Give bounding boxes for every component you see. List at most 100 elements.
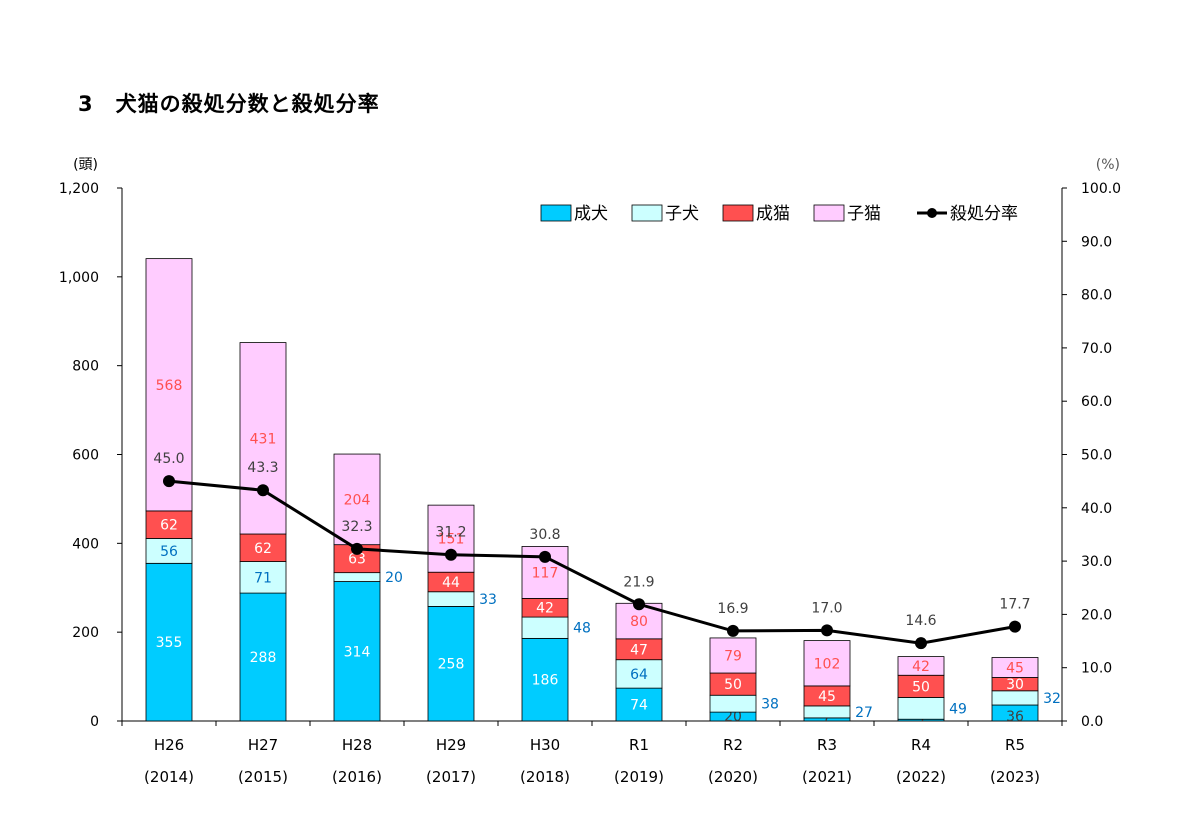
right-axis-unit: (%) bbox=[1096, 157, 1120, 173]
bar-data-label: 45 bbox=[1006, 660, 1024, 676]
right-tick-label: 20.0 bbox=[1081, 607, 1112, 623]
right-tick-label: 40.0 bbox=[1081, 501, 1112, 517]
x-tick-sublabel: (2023) bbox=[990, 768, 1040, 786]
bar-data-label: 42 bbox=[912, 659, 930, 675]
legend-label: 成犬 bbox=[574, 204, 608, 224]
rate-data-label: 30.8 bbox=[529, 527, 560, 543]
rate-point bbox=[727, 624, 739, 637]
bar-segment bbox=[239, 533, 287, 562]
bar-data-label: 50 bbox=[724, 677, 742, 693]
left-tick-label: 400 bbox=[72, 536, 99, 552]
right-tick-label: 30.0 bbox=[1081, 554, 1112, 570]
rate-point bbox=[821, 624, 833, 637]
rate-data-label: 17.0 bbox=[811, 600, 842, 616]
bar-segment bbox=[521, 616, 569, 639]
x-tick-label: R2 bbox=[723, 736, 743, 754]
bar-data-label: 568 bbox=[156, 378, 183, 394]
x-tick-sublabel: (2020) bbox=[708, 768, 758, 786]
bar-data-label: 71 bbox=[254, 570, 272, 586]
x-tick-label: R4 bbox=[911, 736, 931, 754]
right-tick-label: 80.0 bbox=[1081, 288, 1112, 304]
bar-segment bbox=[709, 694, 757, 713]
x-tick-sublabel: (2022) bbox=[896, 768, 946, 786]
x-tick-sublabel: (2014) bbox=[144, 768, 194, 786]
left-axis-unit: (頭) bbox=[73, 157, 98, 173]
rate-point bbox=[1009, 620, 1021, 633]
left-tick-label: 200 bbox=[72, 625, 99, 641]
left-tick-label: 1,000 bbox=[59, 270, 99, 286]
bar-segment bbox=[145, 562, 193, 722]
left-tick-label: 0 bbox=[90, 714, 99, 730]
rate-data-label: 16.9 bbox=[717, 601, 748, 617]
right-tick-label: 0.0 bbox=[1081, 714, 1103, 730]
bar-data-label: 80 bbox=[630, 614, 648, 630]
bar-data-label: 30 bbox=[1006, 677, 1024, 693]
x-tick-label: R1 bbox=[629, 736, 649, 754]
legend-label: 子犬 bbox=[665, 204, 699, 224]
right-tick-label: 70.0 bbox=[1081, 341, 1112, 357]
right-tick-label: 50.0 bbox=[1081, 448, 1112, 464]
bar-segment bbox=[897, 697, 945, 720]
bar-data-label: 64 bbox=[630, 667, 648, 683]
bar-segment bbox=[333, 581, 381, 722]
bar-data-label: 314 bbox=[344, 644, 371, 660]
bar-segment bbox=[803, 705, 851, 719]
bar-data-label: 42 bbox=[536, 601, 554, 617]
rate-point bbox=[351, 542, 363, 555]
bar-segment bbox=[239, 561, 287, 594]
left-tick-label: 1,200 bbox=[59, 181, 99, 197]
bar-data-label: 79 bbox=[724, 648, 742, 664]
bar-data-label: 117 bbox=[532, 565, 559, 581]
bar-data-label: 62 bbox=[254, 541, 272, 557]
bar-data-label: 204 bbox=[344, 492, 371, 508]
bar-data-label: 47 bbox=[630, 642, 648, 658]
rate-point bbox=[257, 484, 269, 497]
x-tick-sublabel: (2021) bbox=[802, 768, 852, 786]
bar-data-label: 258 bbox=[438, 657, 465, 673]
bar-data-label: 49 bbox=[949, 701, 967, 717]
bar-data-label: 32 bbox=[1043, 691, 1061, 707]
legend-swatch bbox=[540, 204, 572, 222]
bar-segment bbox=[709, 637, 757, 674]
bar-segment bbox=[803, 640, 851, 687]
legend-label: 子猫 bbox=[847, 204, 881, 224]
legend-label: 成猫 bbox=[756, 204, 790, 224]
x-tick-label: R5 bbox=[1005, 736, 1025, 754]
bar-data-label: 186 bbox=[532, 673, 559, 689]
bar-data-label: 44 bbox=[442, 575, 460, 591]
x-tick-label: H29 bbox=[436, 736, 466, 754]
right-tick-label: 90.0 bbox=[1081, 234, 1112, 250]
right-tick-label: 60.0 bbox=[1081, 394, 1112, 410]
bar-segment bbox=[427, 591, 475, 607]
bar-data-label: 355 bbox=[156, 635, 183, 651]
bar-segment bbox=[615, 687, 663, 722]
bar-data-label: 151 bbox=[438, 532, 465, 548]
rate-point bbox=[915, 637, 927, 650]
x-tick-sublabel: (2015) bbox=[238, 768, 288, 786]
legend-swatch bbox=[631, 204, 663, 222]
bar-segment bbox=[239, 592, 287, 722]
bar-data-label: 62 bbox=[160, 518, 178, 534]
bar-segment bbox=[991, 657, 1039, 678]
right-tick-label: 10.0 bbox=[1081, 661, 1112, 677]
bar-segment bbox=[897, 656, 945, 676]
bar-segment bbox=[427, 606, 475, 722]
chart-title: 3 犬猫の殺処分数と殺処分率 bbox=[78, 92, 380, 116]
rate-data-label: 17.7 bbox=[999, 597, 1030, 613]
rate-data-label: 45.0 bbox=[153, 451, 184, 467]
x-tick-sublabel: (2016) bbox=[332, 768, 382, 786]
bar-data-label: 45 bbox=[818, 689, 836, 705]
x-tick-label: H27 bbox=[248, 736, 278, 754]
x-tick-label: H30 bbox=[530, 736, 560, 754]
rate-line bbox=[168, 479, 1016, 645]
rate-point bbox=[445, 548, 457, 561]
bar-data-label: 33 bbox=[479, 592, 497, 608]
rate-data-label: 32.3 bbox=[341, 519, 372, 535]
rate-data-label: 31.2 bbox=[435, 525, 466, 541]
x-tick-sublabel: (2018) bbox=[520, 768, 570, 786]
rate-point bbox=[163, 475, 175, 488]
legend-label: 殺処分率 bbox=[950, 204, 1018, 224]
rate-point bbox=[633, 598, 645, 611]
x-tick-label: H28 bbox=[342, 736, 372, 754]
